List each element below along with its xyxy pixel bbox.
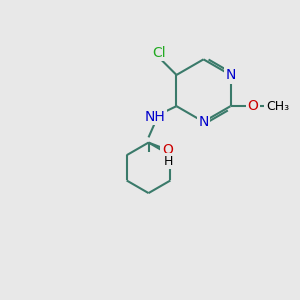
Text: Cl: Cl (152, 46, 166, 60)
Text: NH: NH (145, 110, 165, 124)
Text: H: H (164, 155, 173, 168)
Text: CH₃: CH₃ (266, 100, 289, 113)
Text: O: O (248, 99, 258, 113)
Text: N: N (225, 68, 236, 82)
Text: N: N (198, 115, 209, 129)
Text: O: O (162, 143, 173, 157)
